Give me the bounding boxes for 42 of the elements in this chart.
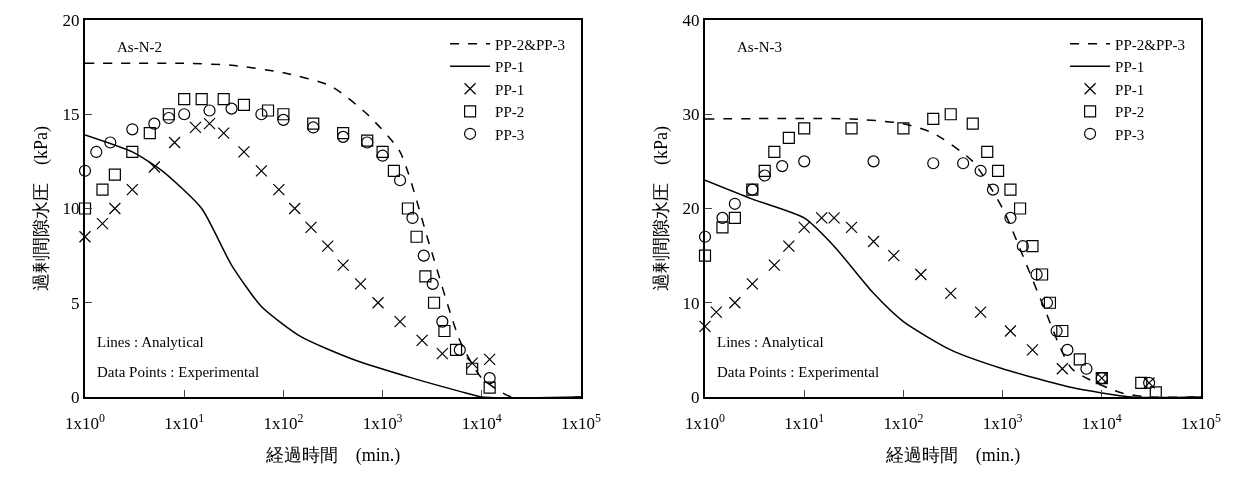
x-tick-label: 1x10$^{5}$ [561, 411, 602, 434]
x-axis-title: 経過時間 (min.) [884, 445, 1021, 466]
annotation: As-N-3 [737, 39, 782, 55]
x-axis-title: 経過時間 (min.) [264, 445, 401, 466]
legend-label: PP-2 [1115, 104, 1145, 121]
legend-label: PP-3 [495, 126, 525, 143]
x-tick-label: 1x10$^{4}$ [461, 411, 502, 434]
legend-label: PP-2 [495, 104, 525, 121]
legend-label: PP-2&PP-3 [495, 36, 566, 53]
y-tick-label: 0 [71, 387, 80, 407]
legend-label: PP-2&PP-3 [1115, 36, 1186, 53]
y-tick-label: 20 [682, 199, 700, 219]
x-tick-label: 1x10$^{1}$ [784, 411, 825, 434]
y-tick-label: 20 [62, 10, 80, 30]
annotation: Data Points : Experimental [97, 364, 260, 380]
y-tick-label: 5 [71, 293, 80, 313]
x-tick-label: 1x10$^{0}$ [65, 411, 106, 434]
y-tick-label: 30 [682, 105, 700, 125]
x-tick-label: 1x10$^{2}$ [263, 411, 304, 434]
annotation: As-N-2 [117, 39, 162, 55]
annotation: Lines : Analytical [717, 334, 824, 350]
x-tick-label: 1x10$^{4}$ [1081, 411, 1122, 434]
x-tick-label: 1x10$^{5}$ [1181, 411, 1222, 434]
x-tick-label: 1x10$^{1}$ [164, 411, 205, 434]
legend-label: PP-3 [1115, 126, 1145, 143]
y-tick-label: 10 [682, 293, 700, 313]
x-tick-label: 1x10$^{3}$ [362, 411, 403, 434]
y-tick-label: 10 [62, 199, 80, 219]
y-tick-label: 40 [682, 10, 700, 30]
legend-label: PP-1 [495, 59, 525, 76]
annotation: Data Points : Experimental [717, 364, 880, 380]
x-tick-label: 1x10$^{2}$ [883, 411, 924, 434]
legend-label: PP-1 [1115, 59, 1145, 76]
y-axis-title: 過剰間隙水圧 (kPa) [651, 126, 673, 291]
y-tick-label: 0 [691, 387, 700, 407]
x-tick-label: 1x10$^{0}$ [685, 411, 726, 434]
y-tick-label: 15 [62, 105, 80, 125]
legend-label: PP-1 [495, 81, 525, 98]
y-axis-title: 過剰間隙水圧 (kPa) [31, 126, 53, 291]
annotation: Lines : Analytical [97, 334, 204, 350]
x-tick-label: 1x10$^{3}$ [982, 411, 1023, 434]
legend-label: PP-1 [1115, 81, 1145, 98]
